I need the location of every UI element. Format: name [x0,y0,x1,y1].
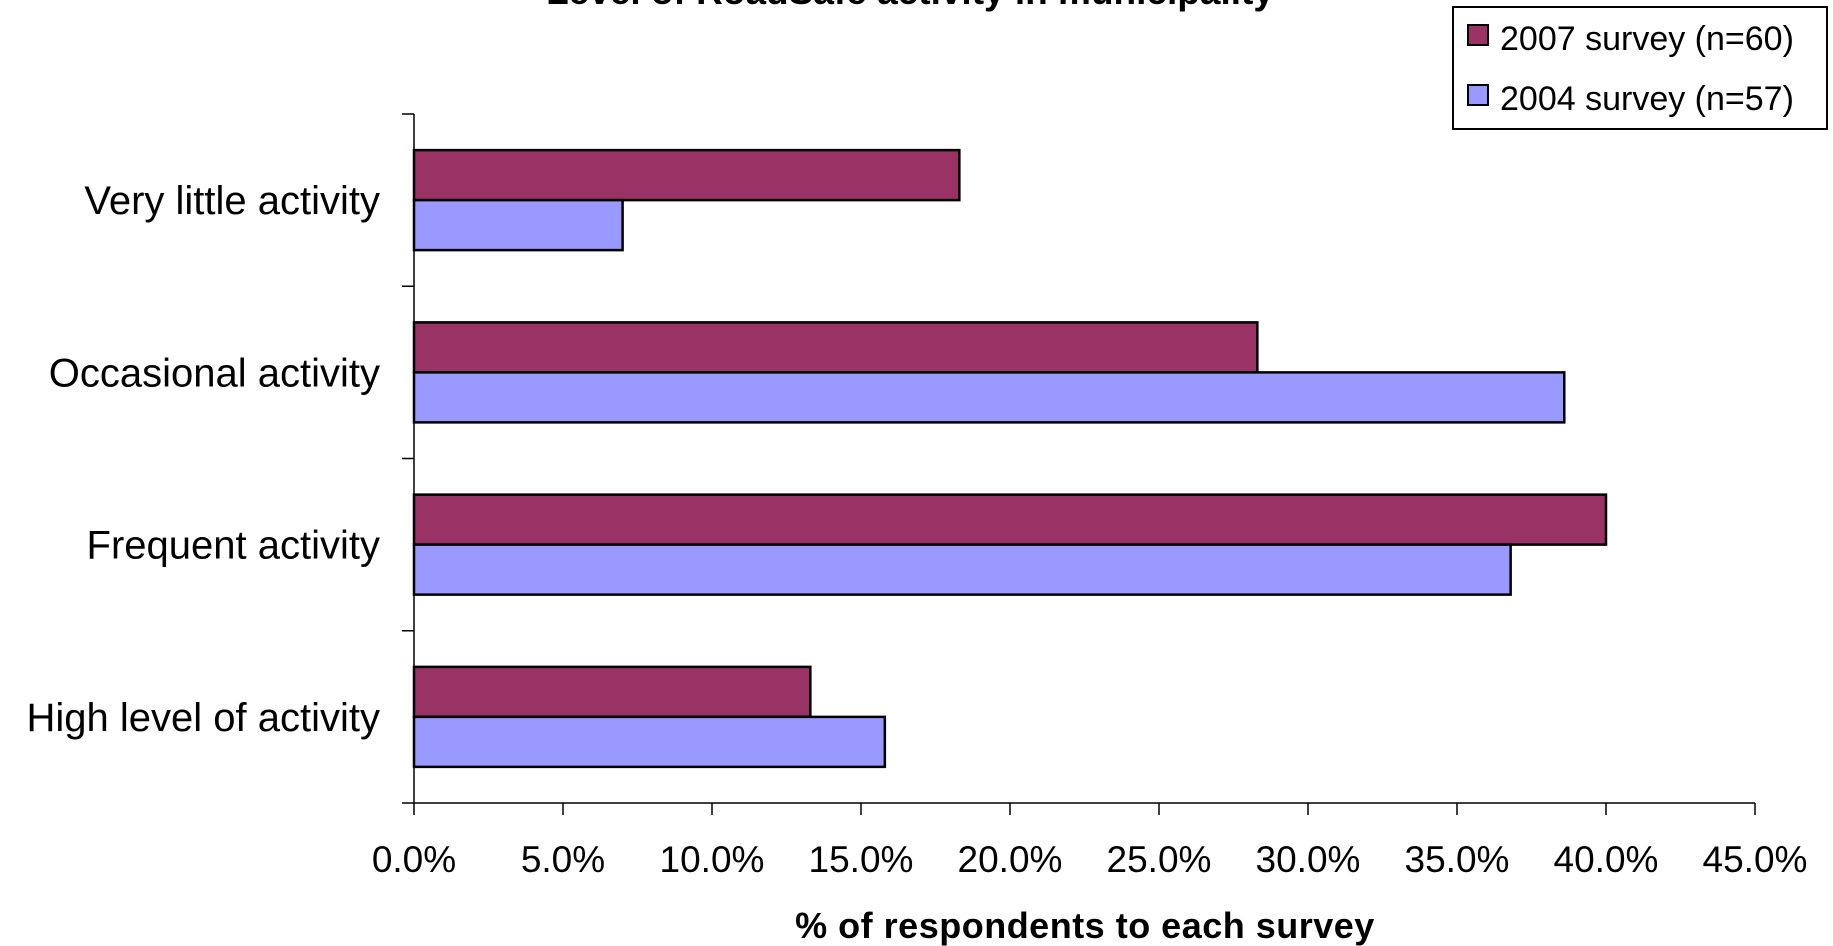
x-tick-label: 35.0% [1405,839,1510,880]
x-tick-label: 20.0% [958,839,1063,880]
category-label: Occasional activity [49,351,380,395]
bar-series-1-3 [412,665,812,719]
x-tick-label: 40.0% [1554,839,1659,880]
bar-series-2-1 [412,371,1566,424]
legend: 2007 survey (n=60) 2004 survey (n=57) [1452,6,1828,130]
bar-series-2-3 [412,715,887,769]
x-tick-label: 15.0% [809,839,914,880]
bar-series-2-0 [412,198,624,252]
axes-group: Very little activity Occasional activity F… [27,113,1808,880]
bar-series-2-2 [412,543,1512,596]
category-label: Very little activity [84,179,380,223]
category-label: High level of activity [27,696,380,740]
x-tick-label: 5.0% [521,839,605,880]
legend-swatch [1467,24,1489,46]
x-tick-label: 45.0% [1703,839,1808,880]
legend-swatch [1467,84,1489,106]
x-tick-label: 25.0% [1107,839,1212,880]
bar-series-1-1 [412,321,1259,374]
bar-series-1-2 [412,493,1608,546]
bar-series-1-0 [412,148,961,202]
legend-label: 2004 survey (n=57) [1500,80,1794,118]
bars-group [412,148,1608,769]
x-axis-label: % of respondents to each survey [795,905,1375,946]
legend-label: 2007 survey (n=60) [1500,20,1794,58]
category-label: Frequent activity [87,524,380,568]
legend-box [1452,6,1828,130]
x-tick-label: 0.0% [372,839,456,880]
chart-title: Level of RoadSafe activity in municipali… [546,0,1274,12]
x-tick-label: 10.0% [660,839,765,880]
x-tick-label: 30.0% [1256,839,1361,880]
